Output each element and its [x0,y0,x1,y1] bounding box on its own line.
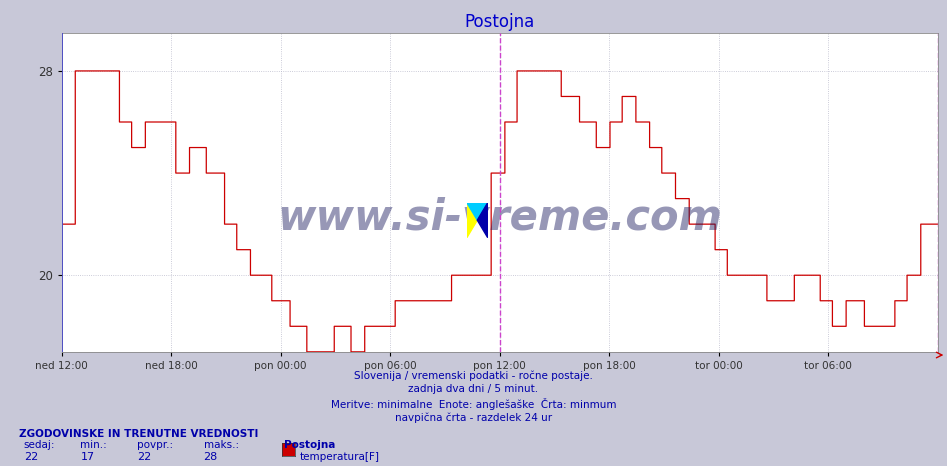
Text: min.:: min.: [80,440,107,450]
Text: www.si-vreme.com: www.si-vreme.com [277,197,722,239]
Polygon shape [467,203,477,238]
Text: Meritve: minimalne  Enote: anglešaške  Črta: minmum: Meritve: minimalne Enote: anglešaške Črt… [331,398,616,411]
Text: maks.:: maks.: [204,440,239,450]
Text: sedaj:: sedaj: [24,440,55,450]
Text: temperatura[F]: temperatura[F] [299,452,379,462]
Text: 22: 22 [137,452,152,462]
Text: 17: 17 [80,452,95,462]
Text: Postojna: Postojna [284,440,335,450]
Text: povpr.:: povpr.: [137,440,173,450]
Polygon shape [477,203,488,238]
Text: navpična črta - razdelek 24 ur: navpična črta - razdelek 24 ur [395,412,552,423]
Text: 28: 28 [204,452,218,462]
Title: Postojna: Postojna [464,13,535,31]
Text: 22: 22 [24,452,38,462]
Text: Slovenija / vremenski podatki - ročne postaje.: Slovenija / vremenski podatki - ročne po… [354,370,593,381]
Text: zadnja dva dni / 5 minut.: zadnja dva dni / 5 minut. [408,384,539,394]
Text: ZGODOVINSKE IN TRENUTNE VREDNOSTI: ZGODOVINSKE IN TRENUTNE VREDNOSTI [19,429,259,439]
Polygon shape [467,203,488,220]
